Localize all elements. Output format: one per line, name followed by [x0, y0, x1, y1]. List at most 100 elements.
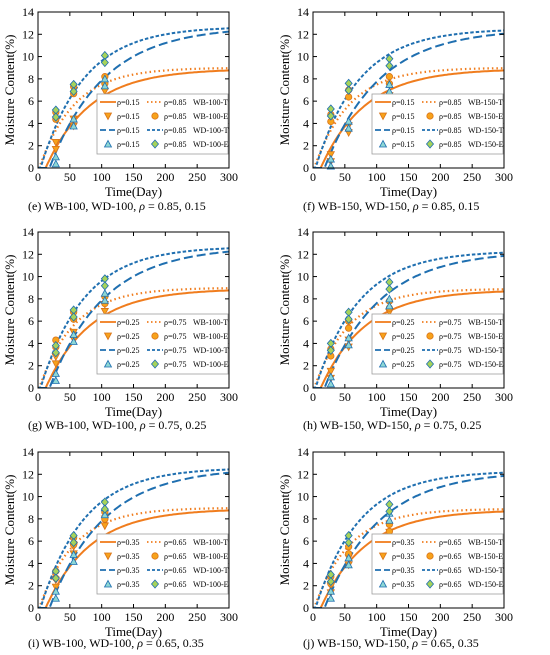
legend-marker-swatch [426, 112, 434, 120]
legend-label-rho-low: ρ=0.35 [392, 552, 415, 561]
x-tick-label: 150 [125, 170, 143, 184]
y-tick-label: 12 [22, 27, 34, 41]
x-tick-label: 0 [35, 390, 41, 404]
data-point-wd-rho-low [69, 337, 78, 345]
legend-marker-swatch [378, 359, 388, 368]
x-tick-label: 150 [400, 610, 418, 624]
legend-marker-swatch [150, 579, 160, 589]
legend: ρ=0.25 ρ=0.75 WB-100-T ρ=0.25 ρ=0.75 WB-100-E… [96, 313, 229, 375]
legend-marker-swatch [150, 359, 160, 369]
y-tick-label: 6 [28, 314, 34, 328]
wd-theory-low-line [38, 30, 229, 168]
x-tick-label: 300 [220, 170, 238, 184]
y-tick-label: 0 [28, 161, 34, 175]
legend-box [96, 93, 229, 155]
y-tick-label: 6 [303, 314, 309, 328]
legend-label-series: WD-150-T [468, 126, 504, 135]
legend-marker-swatch [426, 332, 434, 340]
y-tick-label: 10 [22, 490, 34, 504]
data-point-wd-rho-high [385, 506, 394, 516]
legend-label-series: WD-150-E [468, 360, 504, 369]
y-tick-label: 14 [22, 445, 34, 459]
data-point-wb-rho-low [51, 145, 60, 154]
data-point-wd-rho-high [69, 537, 78, 548]
wb-theory-high-line [313, 288, 504, 388]
y-tick-label: 8 [303, 72, 309, 86]
x-tick-label: 200 [431, 610, 449, 624]
chart-panel-g: 0 50 100 150 200 250 300 0 2 4 6 8 10 12 14 Time(Day) Mo… [2, 225, 238, 432]
legend-marker-swatch [103, 359, 113, 368]
caption-suffix: = 0.85, 0.15 [145, 199, 206, 213]
x-tick-label: 0 [35, 610, 41, 624]
x-tick-label: 250 [463, 610, 481, 624]
data-point-wb-rho-high [345, 324, 353, 332]
x-tick-label: 300 [495, 170, 513, 184]
legend-label-rho-high: ρ=0.85 [164, 112, 187, 121]
legend-label-series: WB-150-E [468, 112, 503, 121]
legend-label-series: WB-150-T [468, 318, 503, 327]
x-tick-label: 200 [156, 390, 174, 404]
chart-panel-h: 0 50 100 150 200 250 300 0 2 4 6 8 10 12 14 Time(Day) Mo… [277, 225, 513, 432]
legend-marker-swatch [150, 139, 160, 149]
wb-theory-low-line [313, 69, 504, 168]
legend-marker-swatch [151, 552, 159, 560]
legend-label-rho-high: ρ=0.75 [164, 360, 187, 369]
legend-marker-swatch [151, 332, 159, 340]
y-axis-label: Moisture Content(%) [2, 35, 17, 146]
legend-label-rho-high: ρ=0.65 [439, 566, 462, 575]
y-tick-label: 12 [297, 27, 309, 41]
legend-label-series: WB-100-T [193, 538, 228, 547]
caption-suffix: = 0.75, 0.25 [146, 418, 207, 432]
y-tick-label: 12 [22, 467, 34, 481]
x-tick-label: 150 [400, 170, 418, 184]
wd-theory-high-line [38, 247, 229, 388]
x-tick-label: 200 [156, 610, 174, 624]
legend-label-series: WD-100-E [193, 360, 229, 369]
caption-suffix: = 0.75, 0.25 [421, 418, 482, 432]
legend-label-rho-high: ρ=0.65 [164, 566, 187, 575]
data-point-wd-rho-low [385, 515, 394, 524]
legend-label-rho-low: ρ=0.25 [117, 346, 140, 355]
panel-caption: (e) WB-100, WD-100, ρ = 0.85, 0.15 [28, 199, 206, 213]
y-axis-label: Moisture Content(%) [277, 255, 292, 366]
data-point-wd-rho-low [344, 560, 353, 569]
x-tick-label: 250 [188, 390, 206, 404]
data-point-wd-rho-low [344, 340, 353, 349]
legend-label-rho-low: ρ=0.15 [117, 112, 140, 121]
legend-label-rho-high: ρ=0.65 [164, 580, 187, 589]
x-tick-label: 300 [220, 610, 238, 624]
data-point-wd-rho-low [100, 81, 110, 90]
y-axis-label: Moisture Content(%) [277, 475, 292, 586]
y-tick-label: 2 [28, 359, 34, 373]
legend-label-rho-high: ρ=0.85 [439, 98, 462, 107]
legend-marker-swatch [425, 139, 435, 149]
legend-label-series: WD-150-E [468, 140, 504, 149]
y-tick-label: 4 [28, 336, 34, 350]
legend-label-rho-low: ρ=0.25 [117, 332, 140, 341]
y-tick-label: 2 [303, 359, 309, 373]
data-point-wd-rho-low [69, 121, 78, 130]
legend-label-rho-low: ρ=0.35 [117, 566, 140, 575]
legend-label-series: WB-100-T [193, 318, 228, 327]
legend-label-rho-high: ρ=0.65 [439, 552, 462, 561]
y-tick-label: 14 [22, 5, 34, 19]
y-tick-label: 8 [303, 292, 309, 306]
x-tick-label: 150 [125, 610, 143, 624]
legend-label-rho-low: ρ=0.15 [117, 98, 140, 107]
y-tick-label: 10 [297, 50, 309, 64]
y-tick-label: 14 [297, 225, 309, 239]
y-tick-label: 6 [28, 534, 34, 548]
legend-label-rho-low: ρ=0.25 [117, 360, 140, 369]
chart-panel-e: 0 50 100 150 200 250 300 0 2 4 6 8 10 12 14 Time(Day) Mo… [2, 5, 238, 213]
legend-label-series: WB-100-E [193, 552, 228, 561]
y-tick-label: 10 [297, 270, 309, 284]
legend-label-rho-high: ρ=0.85 [164, 98, 187, 107]
legend-label-rho-low: ρ=0.35 [392, 580, 415, 589]
chart-panel-f: 0 50 100 150 200 250 300 0 2 4 6 8 10 12 14 Time(Day) Mo… [277, 5, 513, 213]
y-tick-label: 4 [28, 116, 34, 130]
legend-label-series: WB-100-E [193, 112, 228, 121]
y-tick-label: 14 [297, 5, 309, 19]
x-tick-label: 250 [188, 610, 206, 624]
x-axis-label: Time(Day) [380, 184, 437, 199]
